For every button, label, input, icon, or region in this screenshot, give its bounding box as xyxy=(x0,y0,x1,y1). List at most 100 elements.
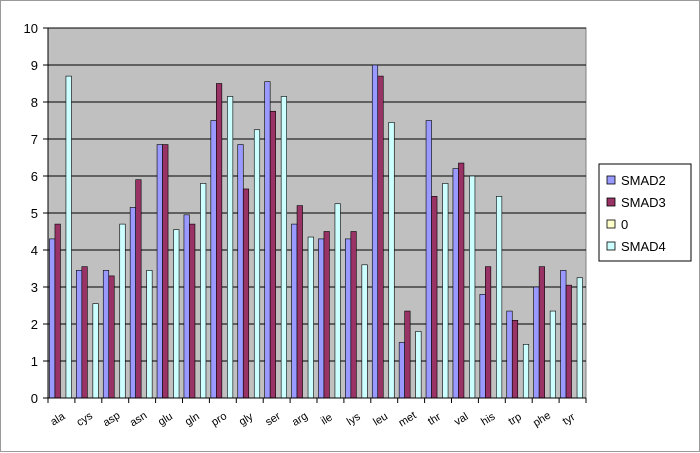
y-tick-label: 10 xyxy=(24,21,38,36)
bar-smad3-pro xyxy=(216,83,223,399)
bar-smad3-glu xyxy=(162,144,169,399)
bar-smad3-met xyxy=(404,310,411,399)
bar-smad4-lys xyxy=(361,264,368,399)
bar-smad3-ile xyxy=(323,231,330,399)
x-tick-label: his xyxy=(479,410,498,428)
x-tick-label: trp xyxy=(507,411,524,428)
bar-smad4-arg xyxy=(307,236,314,399)
bar-smad4-thr xyxy=(442,183,449,399)
bar-smad3-trp xyxy=(511,319,519,399)
legend-swatch xyxy=(606,241,616,251)
y-tick-label: 6 xyxy=(31,169,38,184)
x-tick-label: phe xyxy=(531,410,553,430)
x-tick-label: met xyxy=(397,410,419,430)
y-tick-labels: 0 1 2 3 4 5 6 7 8 9 10 xyxy=(24,21,38,406)
bar-smad4-glu xyxy=(173,229,180,399)
bar-smad4-phe xyxy=(549,310,556,399)
axes xyxy=(47,28,587,403)
bar-smad2-thr xyxy=(425,120,432,399)
x-tick-label: thr xyxy=(426,411,444,428)
x-tick-labels: ala cys asp asn glu gln pro gly ser arg ile lys leu m… xyxy=(48,410,577,430)
bar-smad2-trp xyxy=(506,310,513,399)
bar-smad2-gly xyxy=(237,144,244,399)
x-tick-label: gly xyxy=(237,410,256,428)
bar-smad2-glu xyxy=(156,144,163,399)
bars xyxy=(49,64,583,399)
y-tick-label: 9 xyxy=(31,58,38,73)
y-tick-label: 8 xyxy=(31,95,38,110)
bar-smad2-gln xyxy=(183,214,190,399)
bar-smad4-cys xyxy=(92,303,99,399)
bar-smad3-lys xyxy=(350,231,357,399)
x-tick-label: tyr xyxy=(561,411,578,428)
legend-label: SMAD3 xyxy=(621,195,666,210)
y-tick-label: 2 xyxy=(31,317,38,332)
bar-smad2-arg xyxy=(291,223,298,399)
bar-smad4-ser xyxy=(280,96,287,399)
bar-smad3-asp xyxy=(108,275,115,399)
bar-smad2-ser xyxy=(264,81,271,399)
x-tick-label: pro xyxy=(209,410,229,429)
bar-smad3-asn xyxy=(135,179,142,399)
bar-smad2-met xyxy=(398,342,405,399)
bar-smad2-leu xyxy=(371,64,379,399)
bar-smad4-leu xyxy=(388,122,395,399)
legend-swatch xyxy=(606,219,616,229)
y-tick-label: 3 xyxy=(31,280,38,295)
x-tick-label: leu xyxy=(371,410,390,428)
bar-smad2-cys xyxy=(76,270,83,399)
bar-smad2-ala xyxy=(49,238,56,399)
bar-smad3-phe xyxy=(538,266,545,399)
y-tick-label: 1 xyxy=(31,354,38,369)
legend-label: SMAD2 xyxy=(621,173,666,188)
x-tick-label: cys xyxy=(75,410,96,429)
bar-smad3-leu xyxy=(377,75,384,399)
bar-smad4-gly xyxy=(253,129,261,399)
y-tick-label: 5 xyxy=(31,206,38,221)
y-tick-label: 0 xyxy=(31,391,38,406)
bar-smad3-gly xyxy=(242,188,250,399)
bar-smad2-val xyxy=(452,168,459,399)
y-tick-label: 7 xyxy=(31,132,38,147)
legend: SMAD2 SMAD3 0 SMAD4 xyxy=(598,163,692,262)
bar-smad4-his xyxy=(496,196,503,399)
bar-smad2-ile xyxy=(318,238,325,399)
x-tick-label: glu xyxy=(156,410,175,428)
bar-smad4-ala xyxy=(65,75,72,399)
bar-smad2-pro xyxy=(210,120,217,399)
bar-smad2-asn xyxy=(129,207,136,399)
bar-smad2-lys xyxy=(345,238,352,399)
bar-smad4-tyr xyxy=(576,277,583,399)
x-tick-label: lys xyxy=(345,411,363,429)
x-tick-label: gln xyxy=(183,410,202,428)
x-tick-label: ile xyxy=(319,411,335,427)
bar-smad4-val xyxy=(469,175,476,399)
bar-smad3-val xyxy=(458,162,465,399)
bar-smad2-asp xyxy=(102,270,110,399)
bar-smad4-gln xyxy=(200,183,207,399)
bar-smad3-arg xyxy=(296,205,303,399)
bar-smad4-asn xyxy=(146,270,153,399)
bar-smad3-cys xyxy=(81,266,88,399)
legend-swatch xyxy=(606,175,616,185)
x-tick-label: val xyxy=(452,411,470,429)
x-tick-label: ser xyxy=(263,410,283,428)
bar-smad3-thr xyxy=(431,196,438,399)
legend-swatch xyxy=(606,197,616,207)
bar-smad4-met xyxy=(415,331,422,399)
bar-smad3-ala xyxy=(54,223,61,399)
bar-smad2-his xyxy=(479,294,486,399)
bar-smad3-ser xyxy=(269,110,276,399)
bar-smad4-pro xyxy=(227,96,234,399)
bar-smad4-trp xyxy=(522,344,530,399)
y-tick-label: 4 xyxy=(31,243,38,258)
bar-smad3-tyr xyxy=(565,284,572,399)
x-tick-label: ala xyxy=(48,410,68,428)
bar-smad4-asp xyxy=(119,223,126,399)
x-tick-label: arg xyxy=(290,410,310,429)
bar-smad3-gln xyxy=(189,223,196,399)
legend-label: 0 xyxy=(621,217,628,232)
bar-smad2-phe xyxy=(533,286,540,399)
